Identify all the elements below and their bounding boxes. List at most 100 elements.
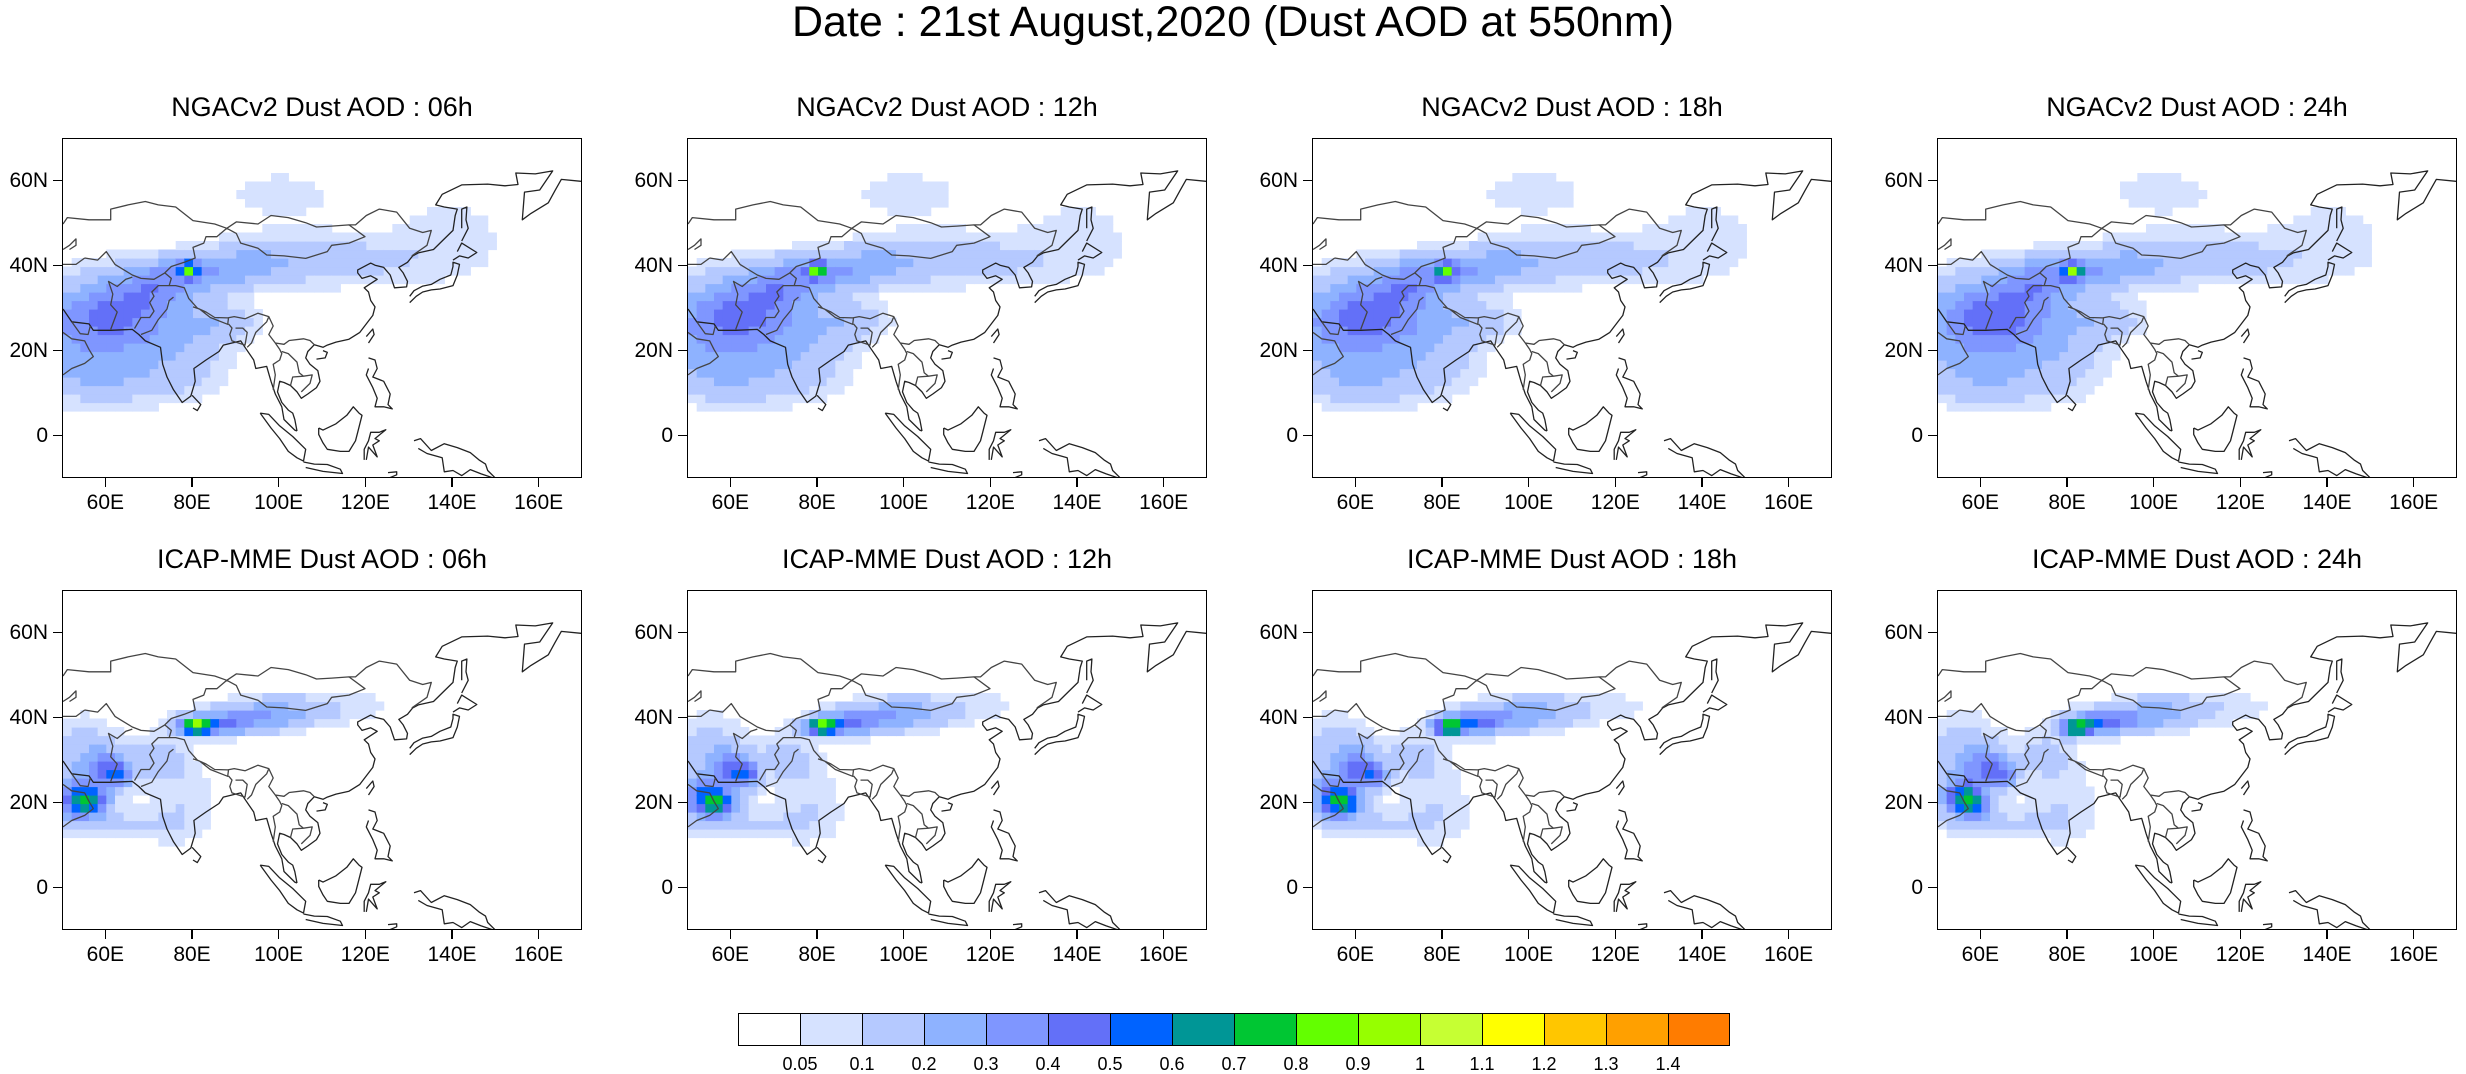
lon-tick xyxy=(2412,478,2415,487)
lon-tick xyxy=(2152,930,2155,939)
lat-label: 60N xyxy=(1259,168,1298,192)
colorbar-label: 0.9 xyxy=(1345,1054,1371,1074)
lon-label: 120E xyxy=(340,943,390,966)
lat-tick xyxy=(53,716,62,718)
lon-tick xyxy=(1527,930,1530,939)
aod-field xyxy=(1313,693,1643,847)
coastline xyxy=(63,170,581,477)
dust-aod-map xyxy=(1938,622,2456,929)
lat-tick xyxy=(678,349,687,351)
lon-label: 140E xyxy=(2302,943,2352,966)
lat-label: 60N xyxy=(1259,620,1298,644)
country-borders xyxy=(688,200,1057,393)
lat-tick xyxy=(1303,264,1312,266)
lon-label: 120E xyxy=(965,943,1015,966)
lon-label: 100E xyxy=(254,943,304,966)
lat-tick xyxy=(678,886,687,888)
lon-tick xyxy=(104,930,107,939)
lat-label: 60N xyxy=(634,168,673,192)
aod-field xyxy=(1938,693,2268,847)
colorbar-label: 0.5 xyxy=(1097,1054,1123,1074)
colorbar-label: 0.05 xyxy=(782,1054,818,1074)
lon-label: 60E xyxy=(1336,491,1375,514)
lat-tick xyxy=(1928,264,1937,266)
lat-label: 20N xyxy=(1884,790,1923,814)
panel-title: ICAP-MME Dust AOD : 06h xyxy=(156,544,488,574)
lon-tick xyxy=(729,478,732,487)
colorbar-swatch xyxy=(1544,1013,1606,1046)
inland-water xyxy=(1938,690,1952,703)
lon-tick xyxy=(816,478,818,487)
lat-tick xyxy=(678,801,687,803)
lon-label: 60E xyxy=(711,491,750,514)
lon-tick xyxy=(1354,930,1357,939)
lat-label: 20N xyxy=(9,338,48,362)
lon-label: 140E xyxy=(1052,491,1102,514)
figure-title: Date : 21st August,2020 (Dust AOD at 550… xyxy=(792,0,1674,46)
colorbar-swatch xyxy=(1296,1013,1358,1046)
lon-label: 80E xyxy=(1423,943,1461,966)
lon-tick xyxy=(191,478,193,487)
lat-tick xyxy=(53,264,62,266)
colorbar-swatch xyxy=(1668,1013,1730,1046)
panel-title: ICAP-MME Dust AOD : 18h xyxy=(1406,544,1738,574)
country-borders xyxy=(1313,200,1682,393)
lon-tick xyxy=(364,478,367,487)
lon-tick xyxy=(1441,930,1443,939)
lon-tick xyxy=(277,930,280,939)
lon-label: 160E xyxy=(514,943,564,966)
lon-label: 120E xyxy=(965,491,1015,514)
lat-tick xyxy=(1928,886,1937,888)
colorbar-label: 1 xyxy=(1414,1054,1425,1074)
lon-tick xyxy=(1354,478,1357,487)
coastline xyxy=(63,622,581,929)
country-borders xyxy=(688,652,1057,845)
colorbar-label: 0.2 xyxy=(911,1054,937,1074)
coastline xyxy=(1313,170,1831,477)
country-borders xyxy=(1938,652,2307,845)
lon-tick xyxy=(1614,478,1617,487)
lat-label: 40N xyxy=(9,705,48,729)
lat-tick xyxy=(1303,631,1312,633)
lat-tick xyxy=(1303,716,1312,718)
inland-water xyxy=(1313,690,1327,703)
colorbar-label: 1.1 xyxy=(1469,1054,1495,1074)
lat-tick xyxy=(1303,801,1312,803)
panel-title: NGACv2 Dust AOD : 24h xyxy=(2046,92,2348,122)
map-panel xyxy=(687,590,1207,930)
lon-label: 80E xyxy=(2048,491,2086,514)
lon-label: 100E xyxy=(254,491,304,514)
colorbar-label: 0.6 xyxy=(1159,1054,1185,1074)
lat-label: 20N xyxy=(634,338,673,362)
map-panel xyxy=(687,138,1207,478)
lon-label: 60E xyxy=(711,943,750,966)
dust-aod-map xyxy=(1313,622,1831,929)
coastline xyxy=(1938,622,2456,929)
lat-tick xyxy=(1303,179,1312,181)
colorbar-label: 0.3 xyxy=(973,1054,999,1074)
lat-tick xyxy=(53,801,62,803)
lon-label: 140E xyxy=(427,943,477,966)
lon-tick xyxy=(451,930,453,939)
inland-water xyxy=(688,690,702,703)
lat-tick xyxy=(678,179,687,181)
lat-tick xyxy=(678,631,687,633)
lat-tick xyxy=(53,349,62,351)
coastline xyxy=(1938,170,2456,477)
lon-tick xyxy=(191,930,193,939)
lon-label: 60E xyxy=(1961,943,2000,966)
lon-tick xyxy=(1979,930,1982,939)
map-panel xyxy=(1312,590,1832,930)
lon-label: 120E xyxy=(340,491,390,514)
lon-label: 160E xyxy=(2389,491,2439,514)
lat-label: 20N xyxy=(1259,338,1298,362)
lat-tick xyxy=(678,434,687,436)
inland-water xyxy=(1938,238,1952,251)
panel-title: NGACv2 Dust AOD : 12h xyxy=(796,92,1098,122)
lon-tick xyxy=(902,478,905,487)
dust-aod-map xyxy=(1938,170,2456,477)
lon-tick xyxy=(729,930,732,939)
lon-label: 140E xyxy=(1677,943,1727,966)
colorbar-label: 0.8 xyxy=(1283,1054,1309,1074)
lon-label: 80E xyxy=(798,491,836,514)
